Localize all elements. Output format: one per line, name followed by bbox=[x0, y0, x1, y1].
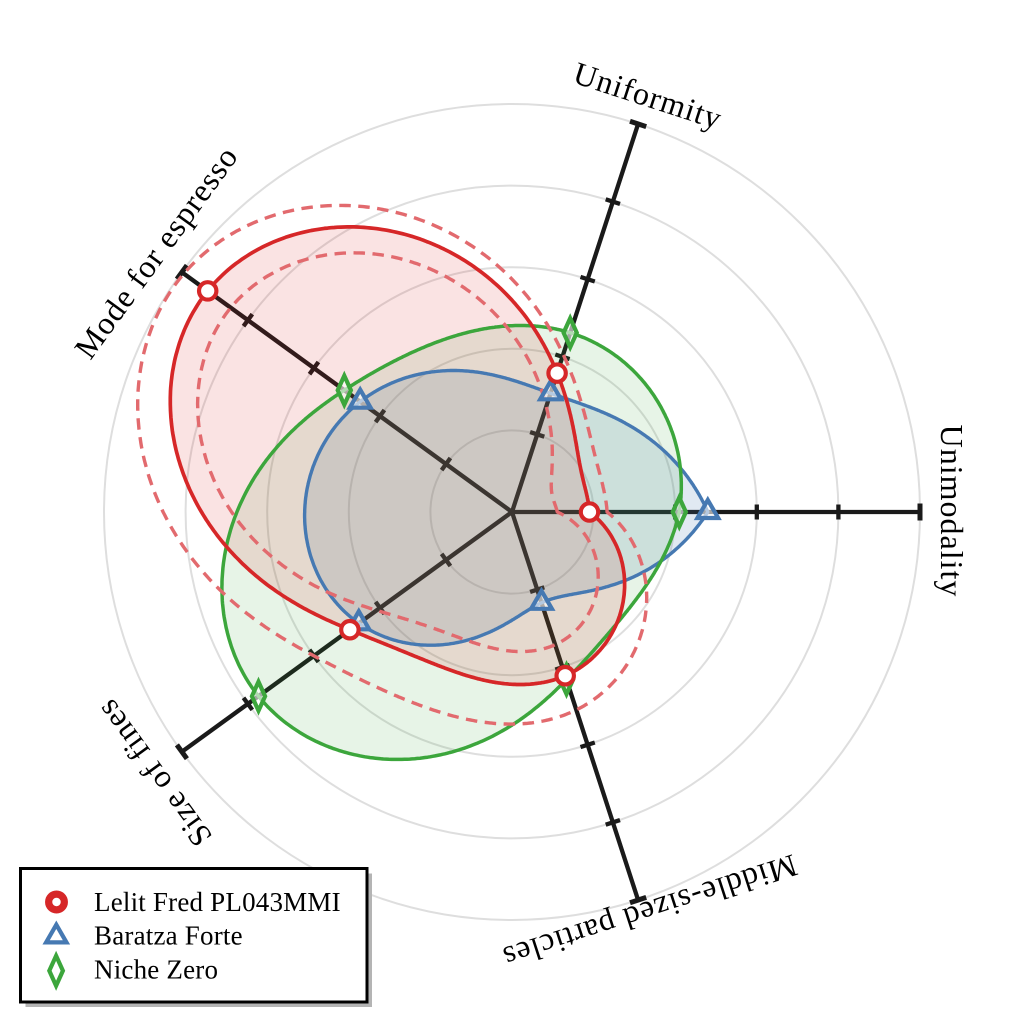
svg-text:Lelit Fred PL043MMI: Lelit Fred PL043MMI bbox=[94, 887, 341, 917]
svg-text:Baratza Forte: Baratza Forte bbox=[94, 921, 243, 951]
svg-text:Unimodality: Unimodality bbox=[934, 425, 970, 598]
svg-text:Niche Zero: Niche Zero bbox=[94, 955, 218, 985]
